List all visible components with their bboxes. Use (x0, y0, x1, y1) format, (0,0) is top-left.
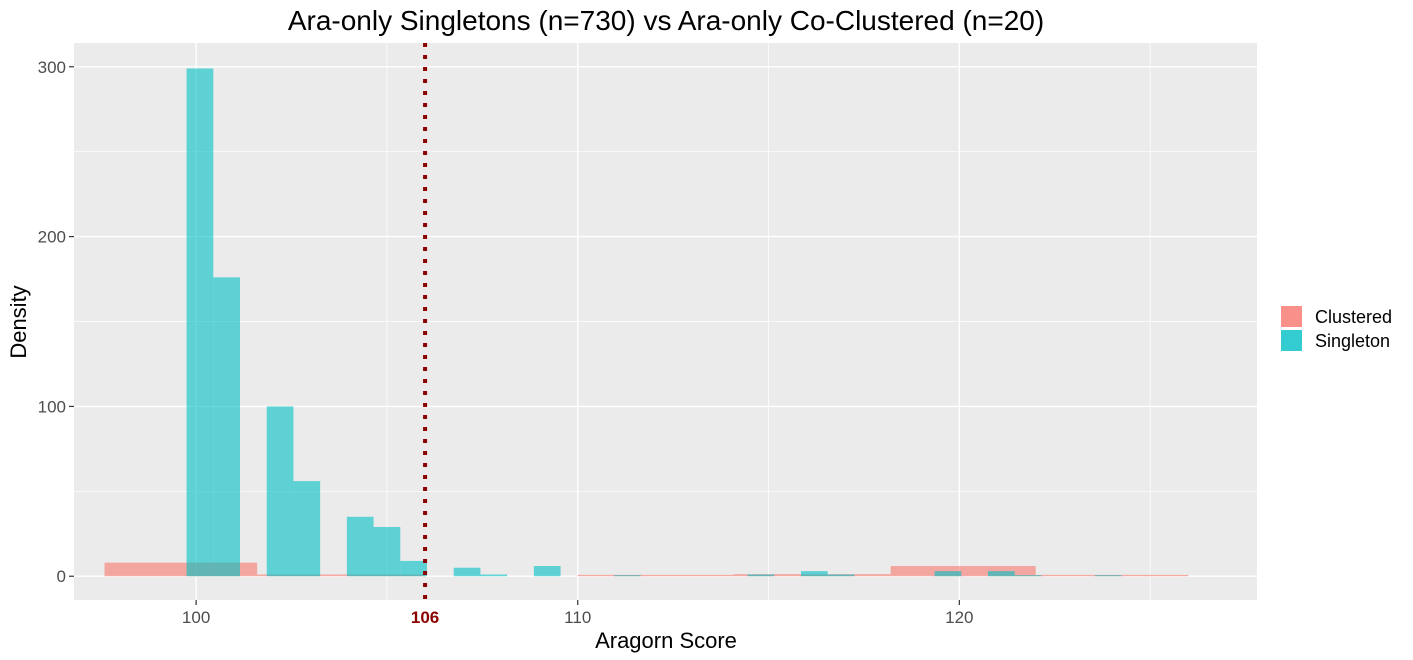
singleton-bar (613, 575, 641, 577)
singleton-bar (480, 574, 508, 577)
singleton-bar (266, 406, 294, 577)
singleton-bar (533, 566, 561, 577)
clustered-bar (577, 574, 735, 577)
singleton-bar (1094, 575, 1122, 577)
y-tick-label: 200 (38, 228, 66, 247)
y-tick-label: 300 (38, 58, 66, 77)
threshold-label: 106 (411, 608, 439, 627)
singleton-bars (186, 68, 1122, 577)
singleton-bar (453, 567, 481, 577)
y-axis: 0 100 200 300 (38, 58, 74, 586)
singleton-bar (293, 481, 321, 577)
singleton-bar (827, 574, 855, 577)
singleton-bar (186, 68, 214, 577)
chart-title: Ara-only Singletons (n=730) vs Ara-only … (288, 5, 1044, 36)
x-axis: 100 110 120 (182, 600, 974, 627)
singleton-bar (934, 571, 962, 577)
x-tick-label: 100 (182, 608, 210, 627)
y-tick-label: 0 (57, 567, 66, 586)
singleton-bar (213, 277, 241, 577)
singleton-bar (373, 526, 401, 577)
clustered-legend-label: Clustered (1315, 307, 1392, 327)
singleton-bar (1014, 575, 1042, 577)
singleton-legend-label: Singleton (1315, 331, 1390, 351)
clustered-bar (890, 566, 1036, 577)
singleton-bar (987, 571, 1015, 577)
singleton-bar (400, 560, 427, 577)
singleton-bar (346, 516, 374, 577)
singleton-legend-swatch (1281, 330, 1302, 351)
singleton-bar (747, 574, 775, 577)
singleton-bar (800, 571, 828, 577)
x-axis-title: Aragorn Score (595, 628, 737, 653)
y-axis-title: Density (6, 285, 31, 358)
x-tick-label: 120 (945, 608, 973, 627)
clustered-legend-swatch (1281, 306, 1302, 327)
legend: Clustered Singleton (1281, 306, 1392, 351)
x-tick-label: 110 (564, 608, 591, 627)
y-tick-label: 100 (38, 397, 66, 416)
